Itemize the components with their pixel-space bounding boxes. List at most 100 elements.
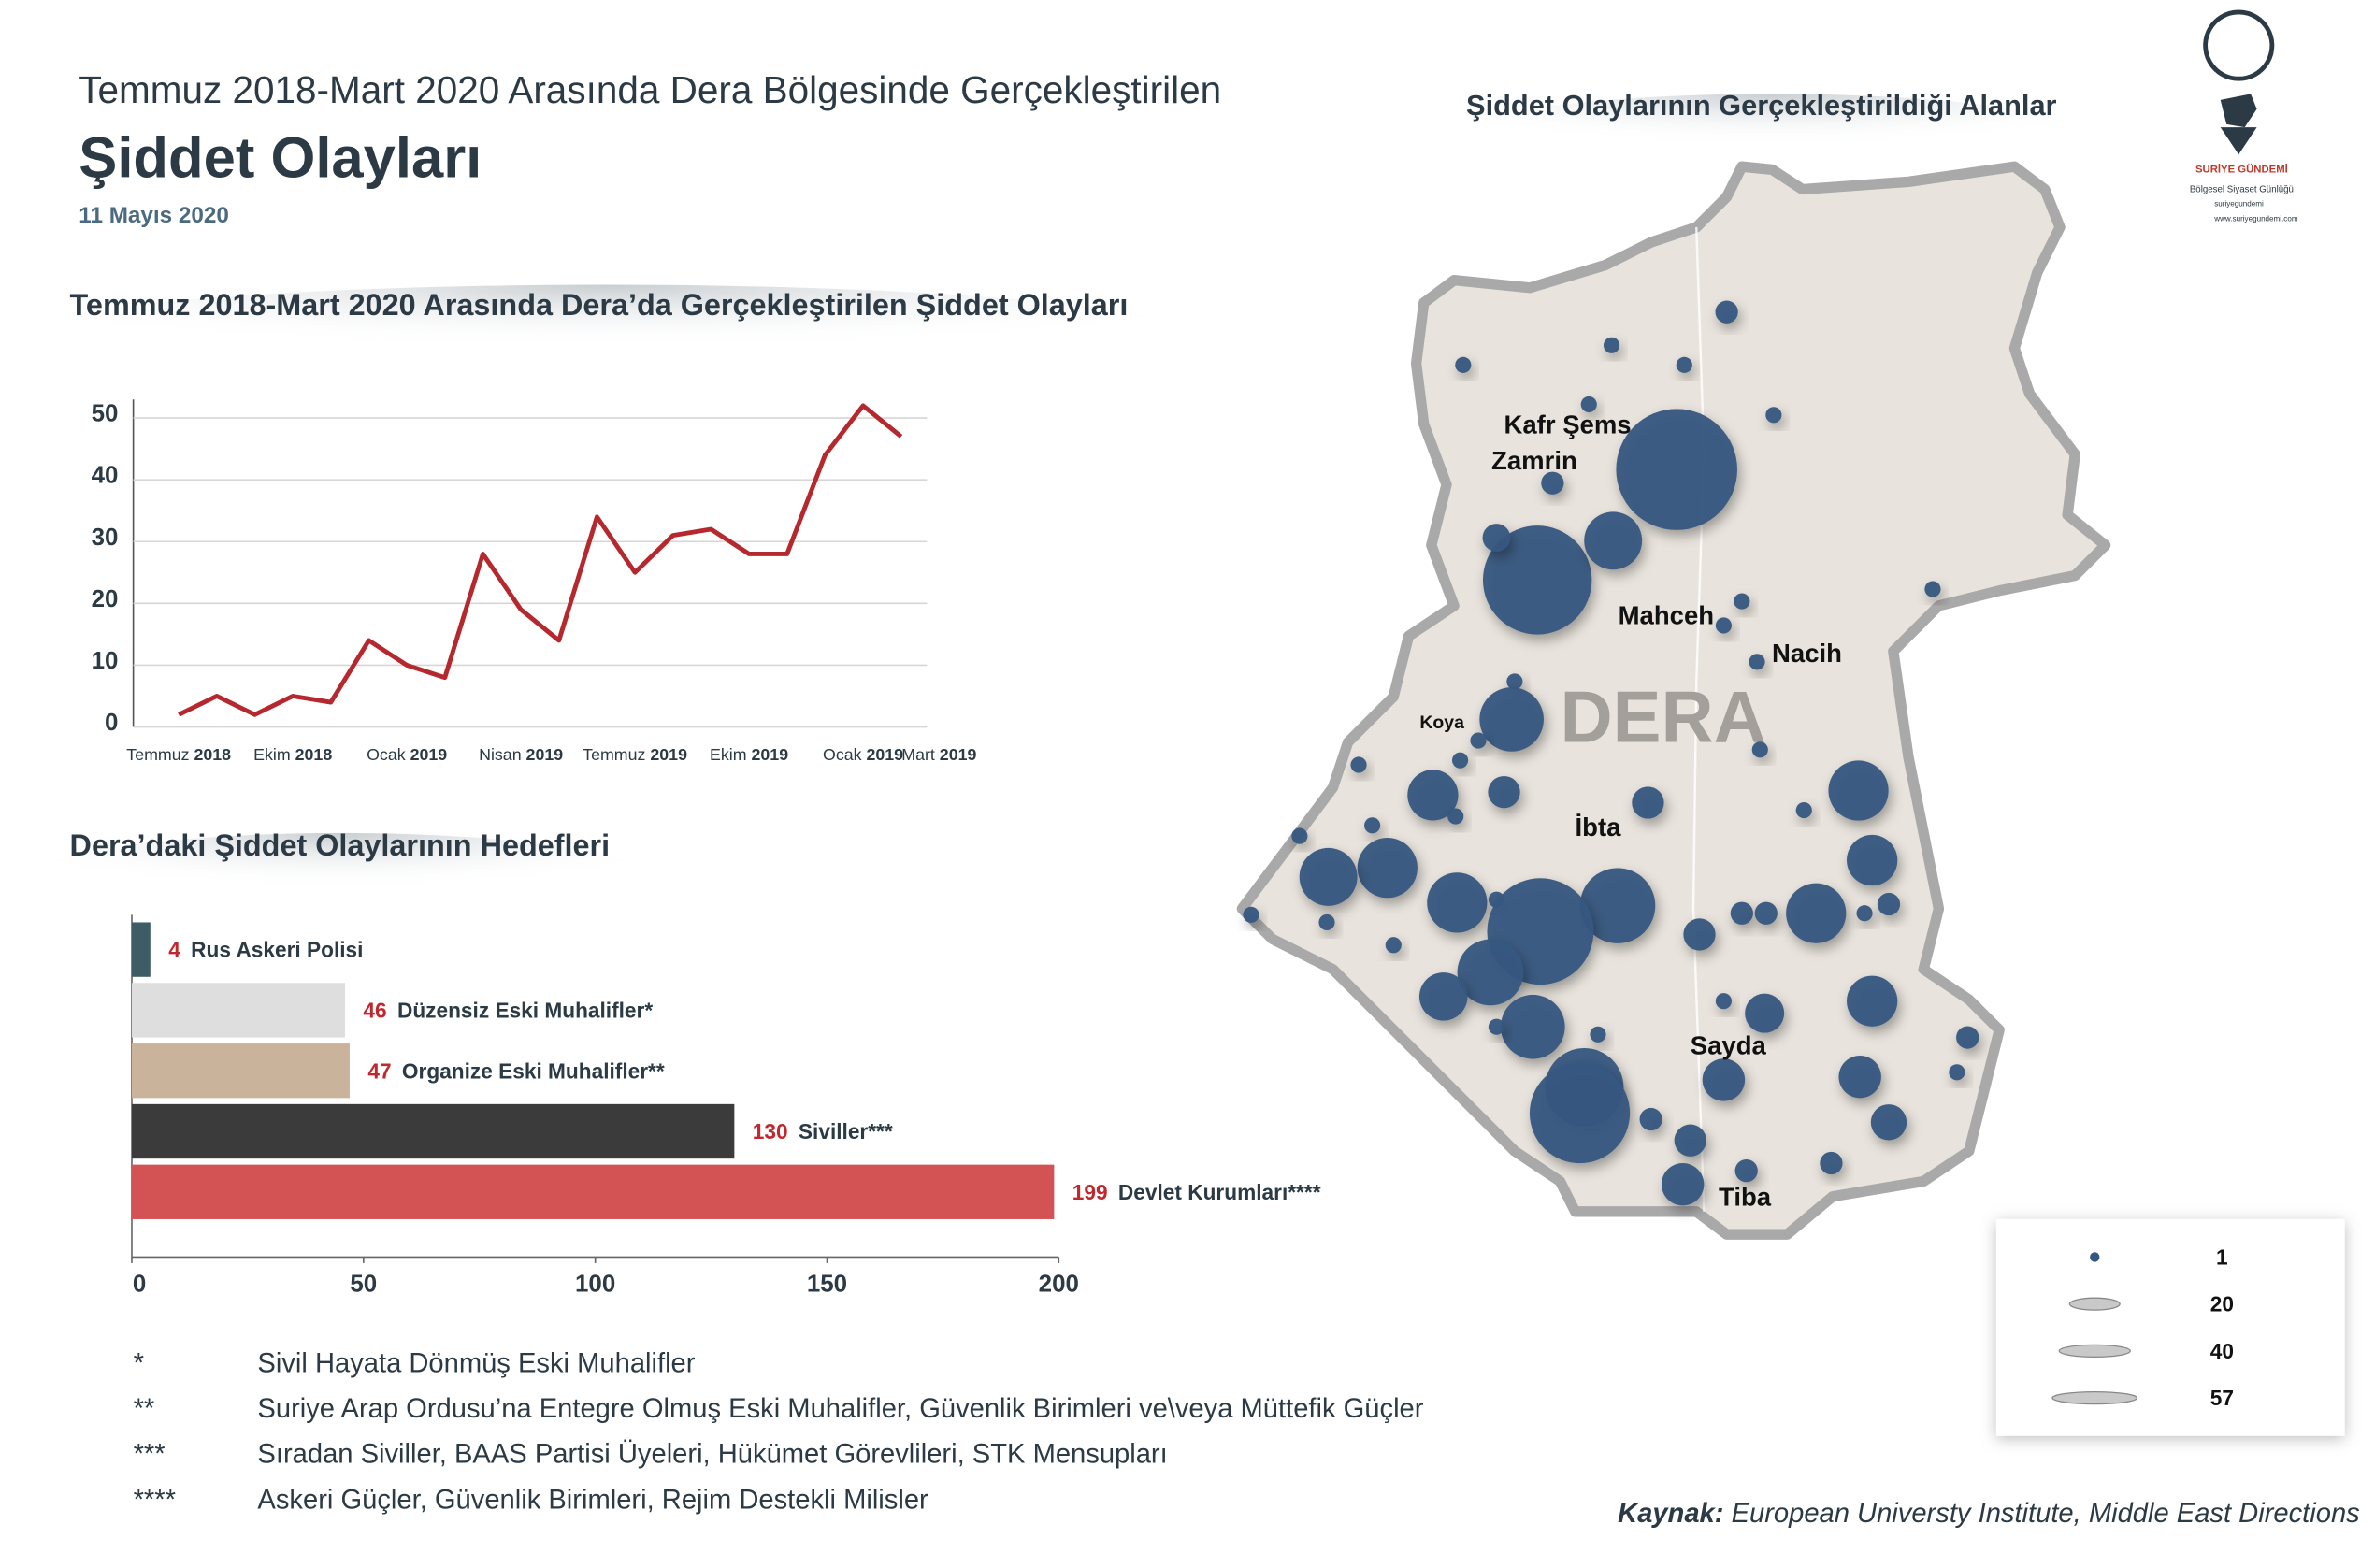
value-label: 47 [367, 1058, 391, 1083]
bubble [1715, 993, 1732, 1010]
map-legend-box [1995, 1218, 2345, 1436]
footnote-mark: *** [134, 1440, 166, 1470]
legend-mark [2051, 1390, 2138, 1405]
footnote-text: Suriye Arap Ordusu’na Entegre Olmuş Eski… [257, 1394, 1423, 1424]
bubble [1616, 409, 1737, 530]
bubble [1754, 901, 1778, 925]
bubble [1751, 741, 1768, 758]
bubble [1795, 802, 1812, 819]
x-tick-label: 0 [133, 1272, 146, 1298]
logo-map-icon [2220, 94, 2257, 128]
value-label: 4 [168, 938, 180, 962]
bar [131, 1164, 1055, 1219]
value-label: 199 [1072, 1180, 1108, 1204]
footnote-mark: **** [134, 1485, 176, 1515]
bubble [1470, 732, 1487, 749]
bubble [1838, 1055, 1881, 1099]
category-label: Rus Askeri Polisi [191, 938, 363, 962]
bubble [1734, 1158, 1758, 1183]
title-shadow [15, 284, 1197, 388]
logo-pin-tip [2220, 127, 2257, 155]
bubble [1529, 1062, 1631, 1164]
source: Kaynak: European Universty Institute, Mi… [1618, 1499, 2360, 1529]
line-chart-title: Temmuz 2018-Mart 2020 Arasında Dera’da G… [70, 288, 1129, 322]
bubble [1683, 918, 1716, 951]
date: 11 Mayıs 2020 [79, 203, 229, 228]
value-label: 46 [363, 999, 386, 1023]
bubble [1318, 913, 1335, 931]
bubble [1479, 687, 1544, 752]
x-tick-label: Ocak 2019 [823, 745, 903, 764]
bar [131, 1103, 735, 1159]
bubble [1364, 817, 1381, 834]
bubble [1856, 905, 1873, 922]
bar [131, 1043, 350, 1099]
footnote-mark: * [134, 1349, 144, 1379]
bubble [1702, 1058, 1746, 1101]
bubble [1715, 300, 1738, 324]
x-tick-label: Temmuz 2018 [126, 745, 231, 764]
bubble [1580, 396, 1597, 413]
title-shadow [30, 832, 652, 925]
bubble [1243, 906, 1259, 923]
legend-label: 20 [2210, 1292, 2234, 1316]
bubble [1828, 760, 1889, 821]
place-label: Mahceh [1619, 600, 1714, 629]
bubble [1924, 581, 1941, 597]
bubble [1385, 937, 1402, 954]
bar [131, 983, 345, 1038]
legend-mark [2090, 1252, 2100, 1262]
bubble [1447, 808, 1464, 825]
bubble [1877, 892, 1901, 916]
source-text: European Universty Institute, Middle Eas… [1732, 1499, 2360, 1529]
legend-mark [2068, 1297, 2121, 1311]
bubble [1734, 593, 1750, 610]
x-tick-label: Temmuz 2019 [583, 745, 687, 764]
legend-mark [2058, 1344, 2131, 1359]
category-label: Siviller*** [799, 1119, 893, 1144]
category-label: Organize Eski Muhalifler** [402, 1058, 665, 1083]
bubble [1482, 525, 1592, 635]
bubble [1639, 1107, 1662, 1131]
y-tick-label: 10 [92, 648, 119, 674]
bubble [1730, 901, 1753, 925]
legend-label: 57 [2210, 1386, 2234, 1410]
title-line2: Şiddet Olayları [79, 126, 482, 191]
bubble [1579, 868, 1656, 943]
y-tick-label: 40 [92, 463, 119, 489]
bubble [1590, 1026, 1606, 1043]
logo-pin [2203, 9, 2275, 81]
bubble [1715, 617, 1732, 634]
place-label: Koya [1419, 712, 1464, 733]
bubble [1847, 975, 1898, 1027]
x-tick-label: 100 [575, 1272, 615, 1298]
region-label: DERA [1560, 678, 1765, 758]
bubble [1949, 1064, 1965, 1081]
bubble [1291, 827, 1308, 844]
bubble [1632, 786, 1664, 819]
road [1691, 226, 1706, 1212]
bubble [1541, 471, 1564, 495]
bar [131, 922, 151, 977]
bubble [1299, 847, 1358, 906]
bubble [1820, 1151, 1843, 1175]
bubble [1451, 752, 1469, 769]
bubble [1786, 883, 1847, 943]
bubble [1749, 654, 1765, 670]
x-tick-label: 200 [1039, 1272, 1079, 1298]
bubble [1488, 776, 1520, 809]
bubble [1357, 838, 1418, 899]
x-tick-label: Nisan 2019 [479, 745, 563, 764]
x-tick-label: Ekim 2019 [710, 745, 788, 764]
place-label: Nacih [1772, 639, 1842, 668]
category-label: Devlet Kurumları**** [1118, 1180, 1321, 1204]
place-label: Sayda [1691, 1030, 1767, 1059]
bubble [1661, 1162, 1705, 1206]
logo-tagline: Bölgesel Siyaset Günlüğü [2190, 185, 2294, 195]
y-tick-label: 20 [92, 586, 119, 612]
x-tick-label: Ocak 2019 [367, 745, 447, 764]
bubble [1407, 770, 1459, 821]
logo-name: SURİYE GÜNDEMİ [2195, 164, 2288, 176]
value-label: 130 [753, 1119, 788, 1144]
